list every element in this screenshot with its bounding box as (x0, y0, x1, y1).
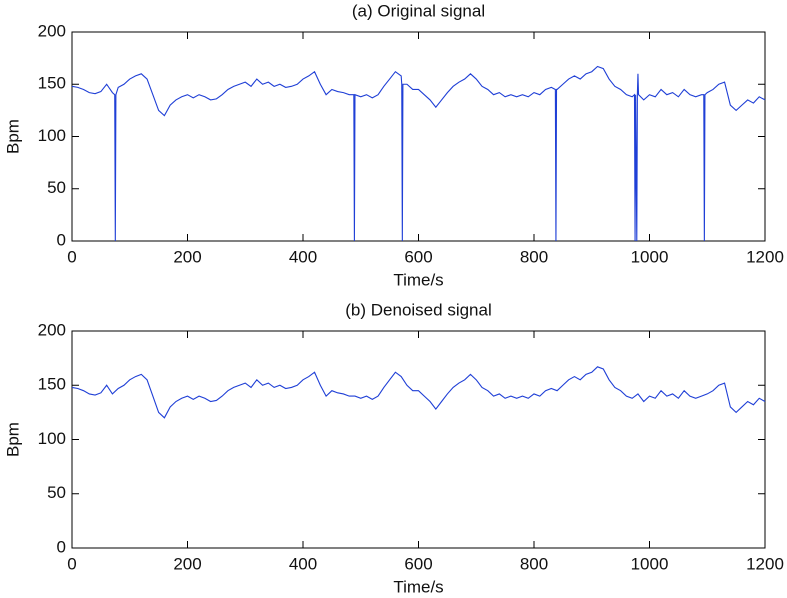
plot-frame (71, 330, 766, 549)
plot-frame (71, 31, 766, 242)
chart-title: (b) Denoised signal (345, 300, 491, 319)
y-tick-label: 100 (38, 429, 66, 448)
x-tick-label: 400 (289, 247, 317, 266)
signal-line (71, 366, 766, 419)
y-tick-label: 150 (38, 74, 66, 93)
x-tick-label: 600 (404, 247, 432, 266)
y-tick-label: 50 (47, 178, 66, 197)
x-tick-label: 0 (67, 247, 76, 266)
y-tick-label: 0 (57, 537, 66, 556)
signal-line (71, 65, 766, 242)
y-tick-label: 100 (38, 126, 66, 145)
x-axis-label: Time/s (393, 270, 443, 289)
x-tick-label: 0 (67, 554, 76, 573)
chart-title: (a) Original signal (352, 1, 485, 20)
y-axis-label: Bpm (3, 422, 22, 457)
x-tick-label: 200 (173, 247, 201, 266)
x-axis-label: Time/s (393, 577, 443, 596)
x-tick-label: 1000 (631, 247, 669, 266)
y-tick-label: 150 (38, 375, 66, 394)
x-tick-label: 1200 (746, 554, 784, 573)
x-tick-label: 800 (520, 247, 548, 266)
x-tick-label: 400 (289, 554, 317, 573)
x-tick-label: 200 (173, 554, 201, 573)
y-tick-label: 50 (47, 483, 66, 502)
x-tick-label: 1000 (631, 554, 669, 573)
y-tick-label: 200 (38, 21, 66, 40)
y-tick-label: 0 (57, 230, 66, 249)
x-tick-label: 1200 (746, 247, 784, 266)
y-axis-label: Bpm (3, 119, 22, 154)
y-tick-label: 200 (38, 320, 66, 339)
x-tick-label: 600 (404, 554, 432, 573)
x-tick-label: 800 (520, 554, 548, 573)
